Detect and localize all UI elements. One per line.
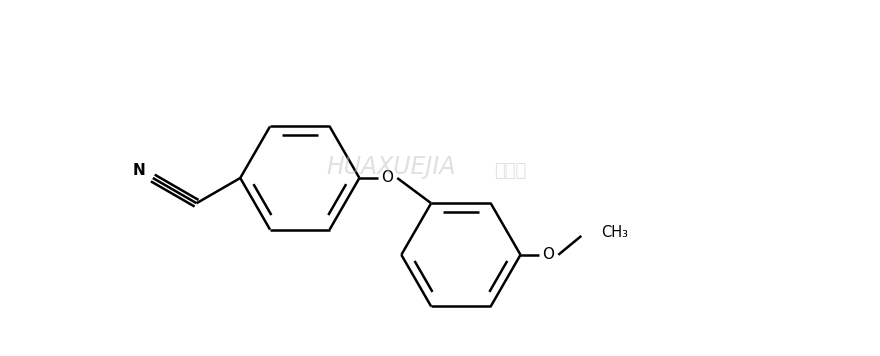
Text: CH₃: CH₃	[601, 225, 628, 240]
Text: HUAXUEJIA: HUAXUEJIA	[326, 156, 456, 179]
Text: N: N	[133, 163, 146, 178]
Text: 化学加: 化学加	[494, 162, 526, 180]
Text: O: O	[543, 247, 554, 262]
Text: O: O	[381, 171, 393, 185]
